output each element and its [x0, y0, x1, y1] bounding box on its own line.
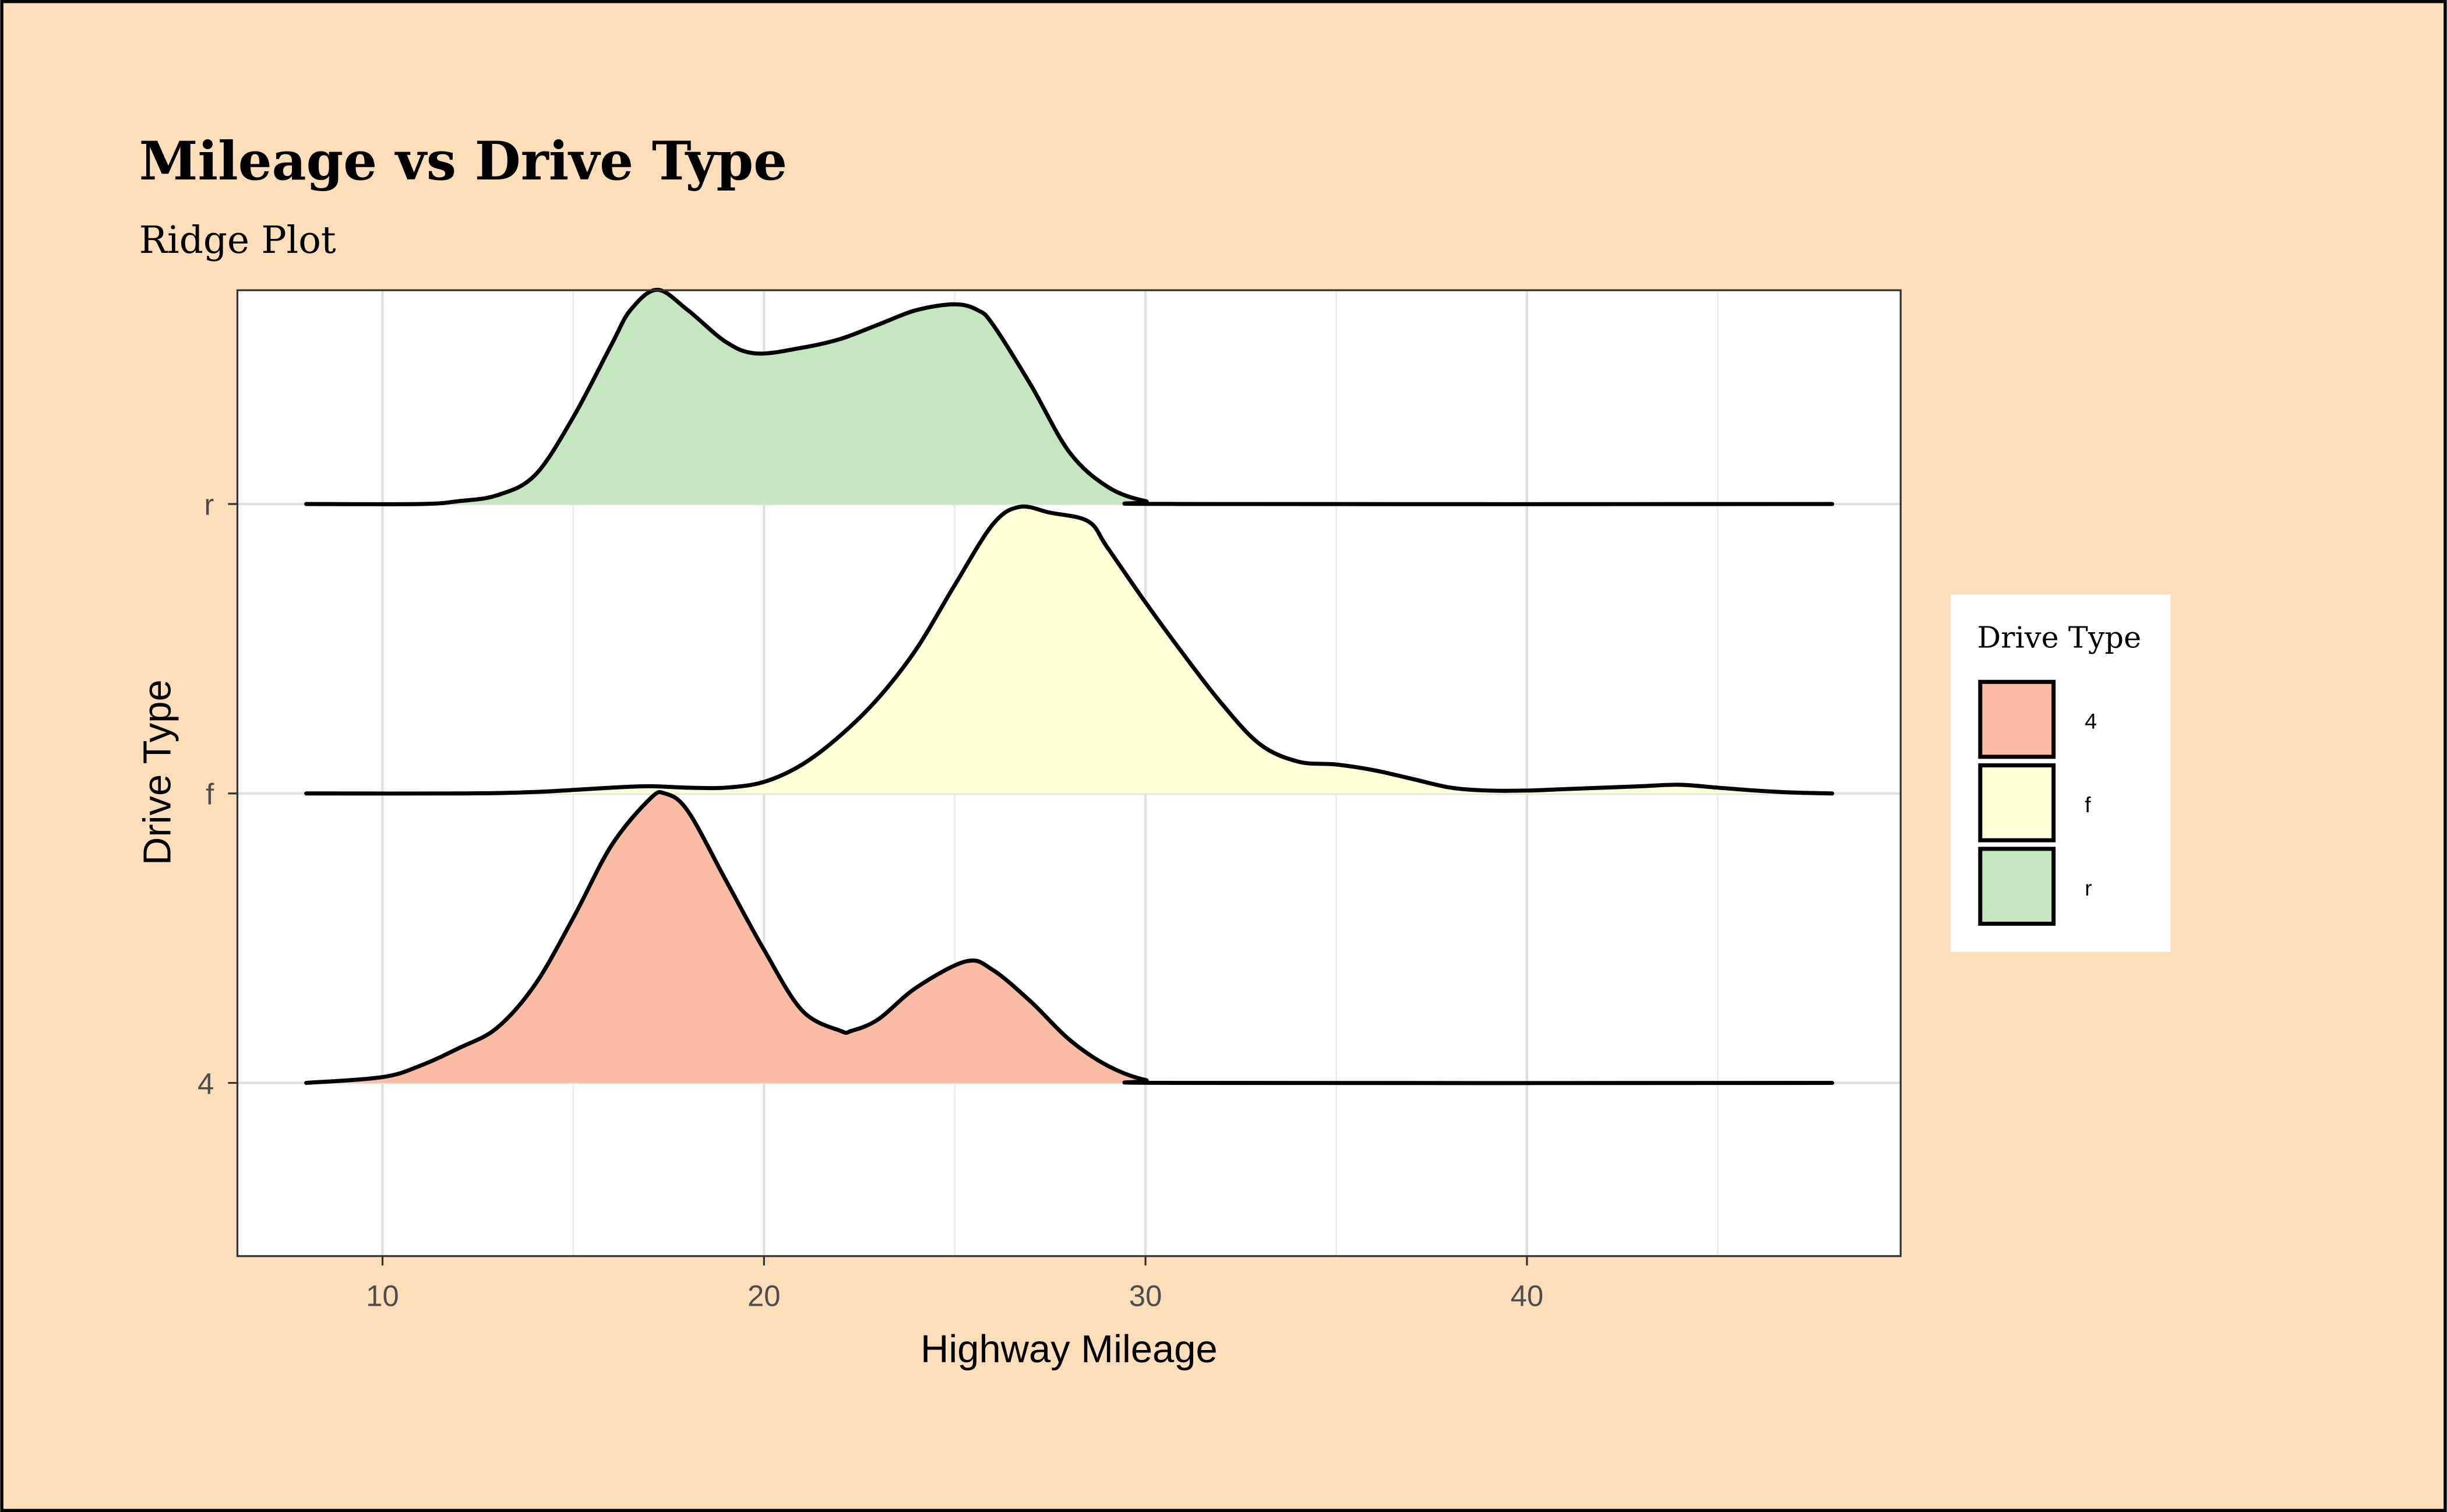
- x-tick-label: 20: [748, 1280, 781, 1313]
- x-axis-title: Highway Mileage: [921, 1327, 1218, 1371]
- x-tick-label: 30: [1129, 1280, 1162, 1313]
- ridge-r: [304, 287, 1835, 506]
- chart-subtitle: Ridge Plot: [139, 218, 336, 262]
- legend-title: Drive Type: [1977, 620, 2141, 654]
- legend-key-r: [1978, 847, 2056, 926]
- legend-label: r: [2085, 876, 2092, 900]
- y-tick-label: f: [206, 778, 214, 811]
- ridge-fill-r: [306, 290, 1832, 505]
- chart-title: Mileage vs Drive Type: [139, 131, 787, 192]
- legend-label: f: [2085, 792, 2091, 817]
- ridge-fill-4: [306, 792, 1832, 1083]
- x-tick-label: 10: [366, 1280, 399, 1313]
- legend-label: 4: [2085, 709, 2097, 734]
- ridge-line-4: [304, 790, 1835, 1085]
- legend-key-4: [1978, 679, 2056, 759]
- ridge-4: [304, 790, 1835, 1085]
- legend-key-f: [1978, 763, 2056, 843]
- x-tick-label: 40: [1511, 1280, 1544, 1313]
- ridge-fill-f: [306, 506, 1832, 794]
- panel-border: [236, 289, 1902, 1257]
- ridge-f: [304, 504, 1835, 796]
- ridge-line-f: [304, 504, 1835, 796]
- y-tick-label: r: [204, 488, 214, 521]
- y-axis-title: Drive Type: [135, 679, 179, 865]
- ridge-line-r: [304, 287, 1835, 506]
- legend: Drive Type 4 f r: [1950, 594, 2171, 952]
- y-tick-label: 4: [198, 1067, 214, 1100]
